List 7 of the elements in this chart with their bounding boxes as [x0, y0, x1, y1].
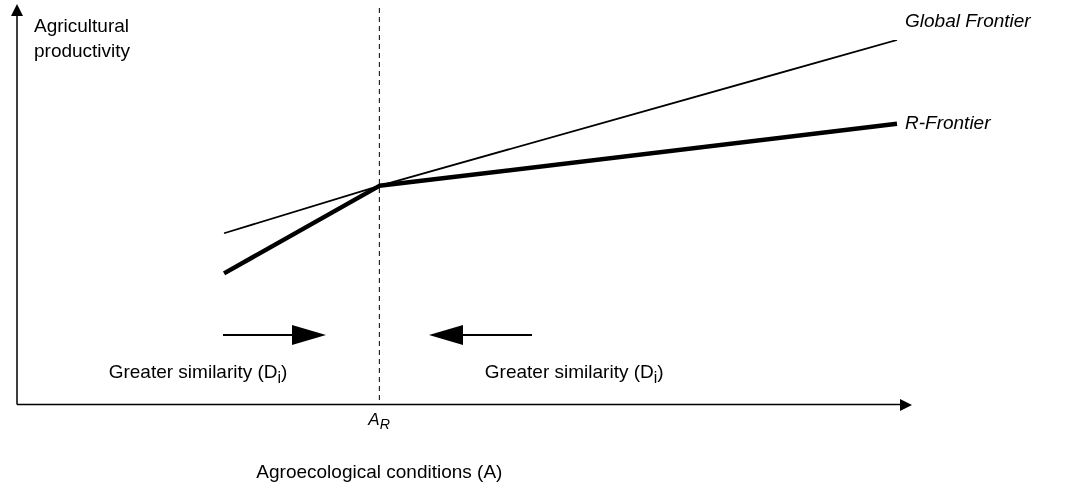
- annotation: Greater similarity (D$_{i}$): [484, 359, 664, 388]
- series-label: R-Frontier: [905, 112, 992, 134]
- annotation: Greater similarity (D$_{i}$): [108, 359, 288, 388]
- x-axis-title: Agroecological conditions (A): [256, 459, 503, 484]
- text: A$_{R}$: [368, 409, 390, 432]
- series-label: Global Frontier: [905, 10, 1032, 32]
- y-axis-title: Agricultural productivity: [34, 14, 132, 63]
